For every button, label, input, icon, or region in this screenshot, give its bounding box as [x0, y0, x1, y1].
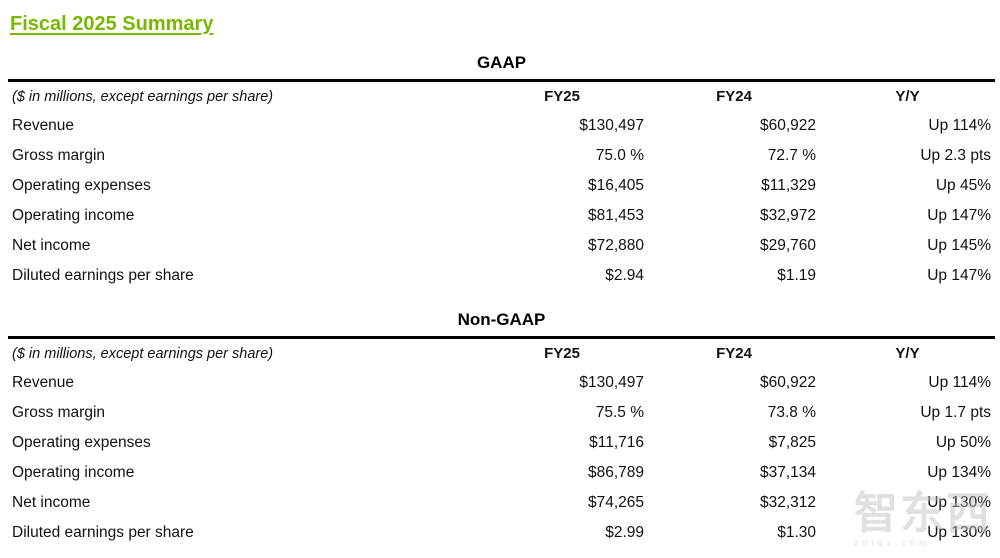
fy24-value: $1.19 [777, 267, 816, 284]
yy-value: Up 2.3 pts [920, 147, 991, 164]
table-row: Diluted earnings per share $2.94 $1.19 U… [8, 261, 995, 291]
row-label: Operating income [12, 464, 135, 481]
yy-value: Up 145% [927, 237, 991, 254]
yy-value: Up 147% [927, 267, 991, 284]
fy24-value: 72.7 % [767, 147, 816, 164]
fy24-value: $32,312 [759, 494, 816, 511]
yy-value: Up 147% [927, 207, 991, 224]
column-header-fy24: FY24 [716, 88, 752, 105]
table-row: Operating expenses $11,716 $7,825 Up 50% [8, 428, 995, 458]
table-row: Operating income $86,789 $37,134 Up 134% [8, 458, 995, 488]
units-note: ($ in millions, except earnings per shar… [12, 345, 274, 362]
yy-value: Up 50% [935, 434, 991, 451]
fy25-value: 75.0 % [595, 147, 644, 164]
column-header-yy: Y/Y [895, 345, 920, 362]
row-label: Revenue [12, 117, 75, 134]
non-gaap-header-row: ($ in millions, except earnings per shar… [8, 339, 995, 368]
non-gaap-section-title: Non-GAAP [457, 310, 546, 329]
fy25-value: $2.99 [605, 524, 644, 541]
fy25-value: $130,497 [579, 117, 644, 134]
fy25-value: $16,405 [587, 177, 644, 194]
yy-value: Up 134% [927, 464, 991, 481]
row-label: Diluted earnings per share [12, 524, 194, 541]
gaap-section: GAAP ($ in millions, except earnings per… [8, 53, 995, 291]
table-row: Revenue $130,497 $60,922 Up 114% [8, 111, 995, 141]
table-row: Net income $72,880 $29,760 Up 145% [8, 231, 995, 261]
yy-value: Up 114% [928, 117, 991, 134]
table-row: Operating expenses $16,405 $11,329 Up 45… [8, 171, 995, 201]
fy24-value: $32,972 [759, 207, 816, 224]
column-header-fy25: FY25 [544, 345, 580, 362]
units-note: ($ in millions, except earnings per shar… [12, 88, 274, 105]
row-label: Net income [12, 494, 91, 511]
row-label: Revenue [12, 374, 75, 391]
table-row: Revenue $130,497 $60,922 Up 114% [8, 368, 995, 398]
table-row: Operating income $81,453 $32,972 Up 147% [8, 201, 995, 231]
column-header-fy25: FY25 [544, 88, 580, 105]
fy25-value: $2.94 [605, 267, 644, 284]
table-row: Gross margin 75.5 % 73.8 % Up 1.7 pts [8, 398, 995, 428]
fy25-value: $72,880 [587, 237, 644, 254]
table-row: Gross margin 75.0 % 72.7 % Up 2.3 pts [8, 141, 995, 171]
yy-value: Up 45% [935, 177, 991, 194]
fy25-value: $130,497 [579, 374, 644, 391]
fy25-value: $74,265 [587, 494, 644, 511]
fy25-value: $11,716 [589, 434, 644, 451]
row-label: Diluted earnings per share [12, 267, 194, 284]
row-label: Net income [12, 237, 91, 254]
non-gaap-table: ($ in millions, except earnings per shar… [8, 336, 995, 548]
gaap-header-row: ($ in millions, except earnings per shar… [8, 82, 995, 111]
yy-value: Up 114% [928, 374, 991, 391]
fy24-value: $11,329 [761, 177, 816, 194]
fy24-value: $60,922 [759, 117, 816, 134]
fy24-value: $29,760 [759, 237, 816, 254]
fy24-value: $60,922 [759, 374, 816, 391]
row-label: Operating income [12, 207, 135, 224]
column-header-fy24: FY24 [716, 345, 752, 362]
table-row: Net income $74,265 $32,312 Up 130% [8, 488, 995, 518]
fy25-value: 75.5 % [595, 404, 644, 421]
gaap-section-title: GAAP [476, 53, 527, 72]
row-label: Operating expenses [12, 434, 151, 451]
fy25-value: $86,789 [587, 464, 644, 481]
fy24-value: 73.8 % [767, 404, 816, 421]
row-label: Gross margin [12, 404, 106, 421]
yy-value: Up 130% [927, 524, 991, 541]
gaap-table: ($ in millions, except earnings per shar… [8, 79, 995, 291]
row-label: Gross margin [12, 147, 106, 164]
column-header-yy: Y/Y [895, 88, 920, 105]
row-label: Operating expenses [12, 177, 151, 194]
fy24-value: $7,825 [768, 434, 816, 451]
fy24-value: $1.30 [777, 524, 816, 541]
fy25-value: $81,453 [587, 207, 644, 224]
fy24-value: $37,134 [759, 464, 816, 481]
yy-value: Up 1.7 pts [920, 404, 991, 421]
non-gaap-section: Non-GAAP ($ in millions, except earnings… [8, 310, 995, 548]
yy-value: Up 130% [927, 494, 991, 511]
table-row: Diluted earnings per share $2.99 $1.30 U… [8, 518, 995, 548]
page-title-link[interactable]: Fiscal 2025 Summary [10, 13, 214, 35]
